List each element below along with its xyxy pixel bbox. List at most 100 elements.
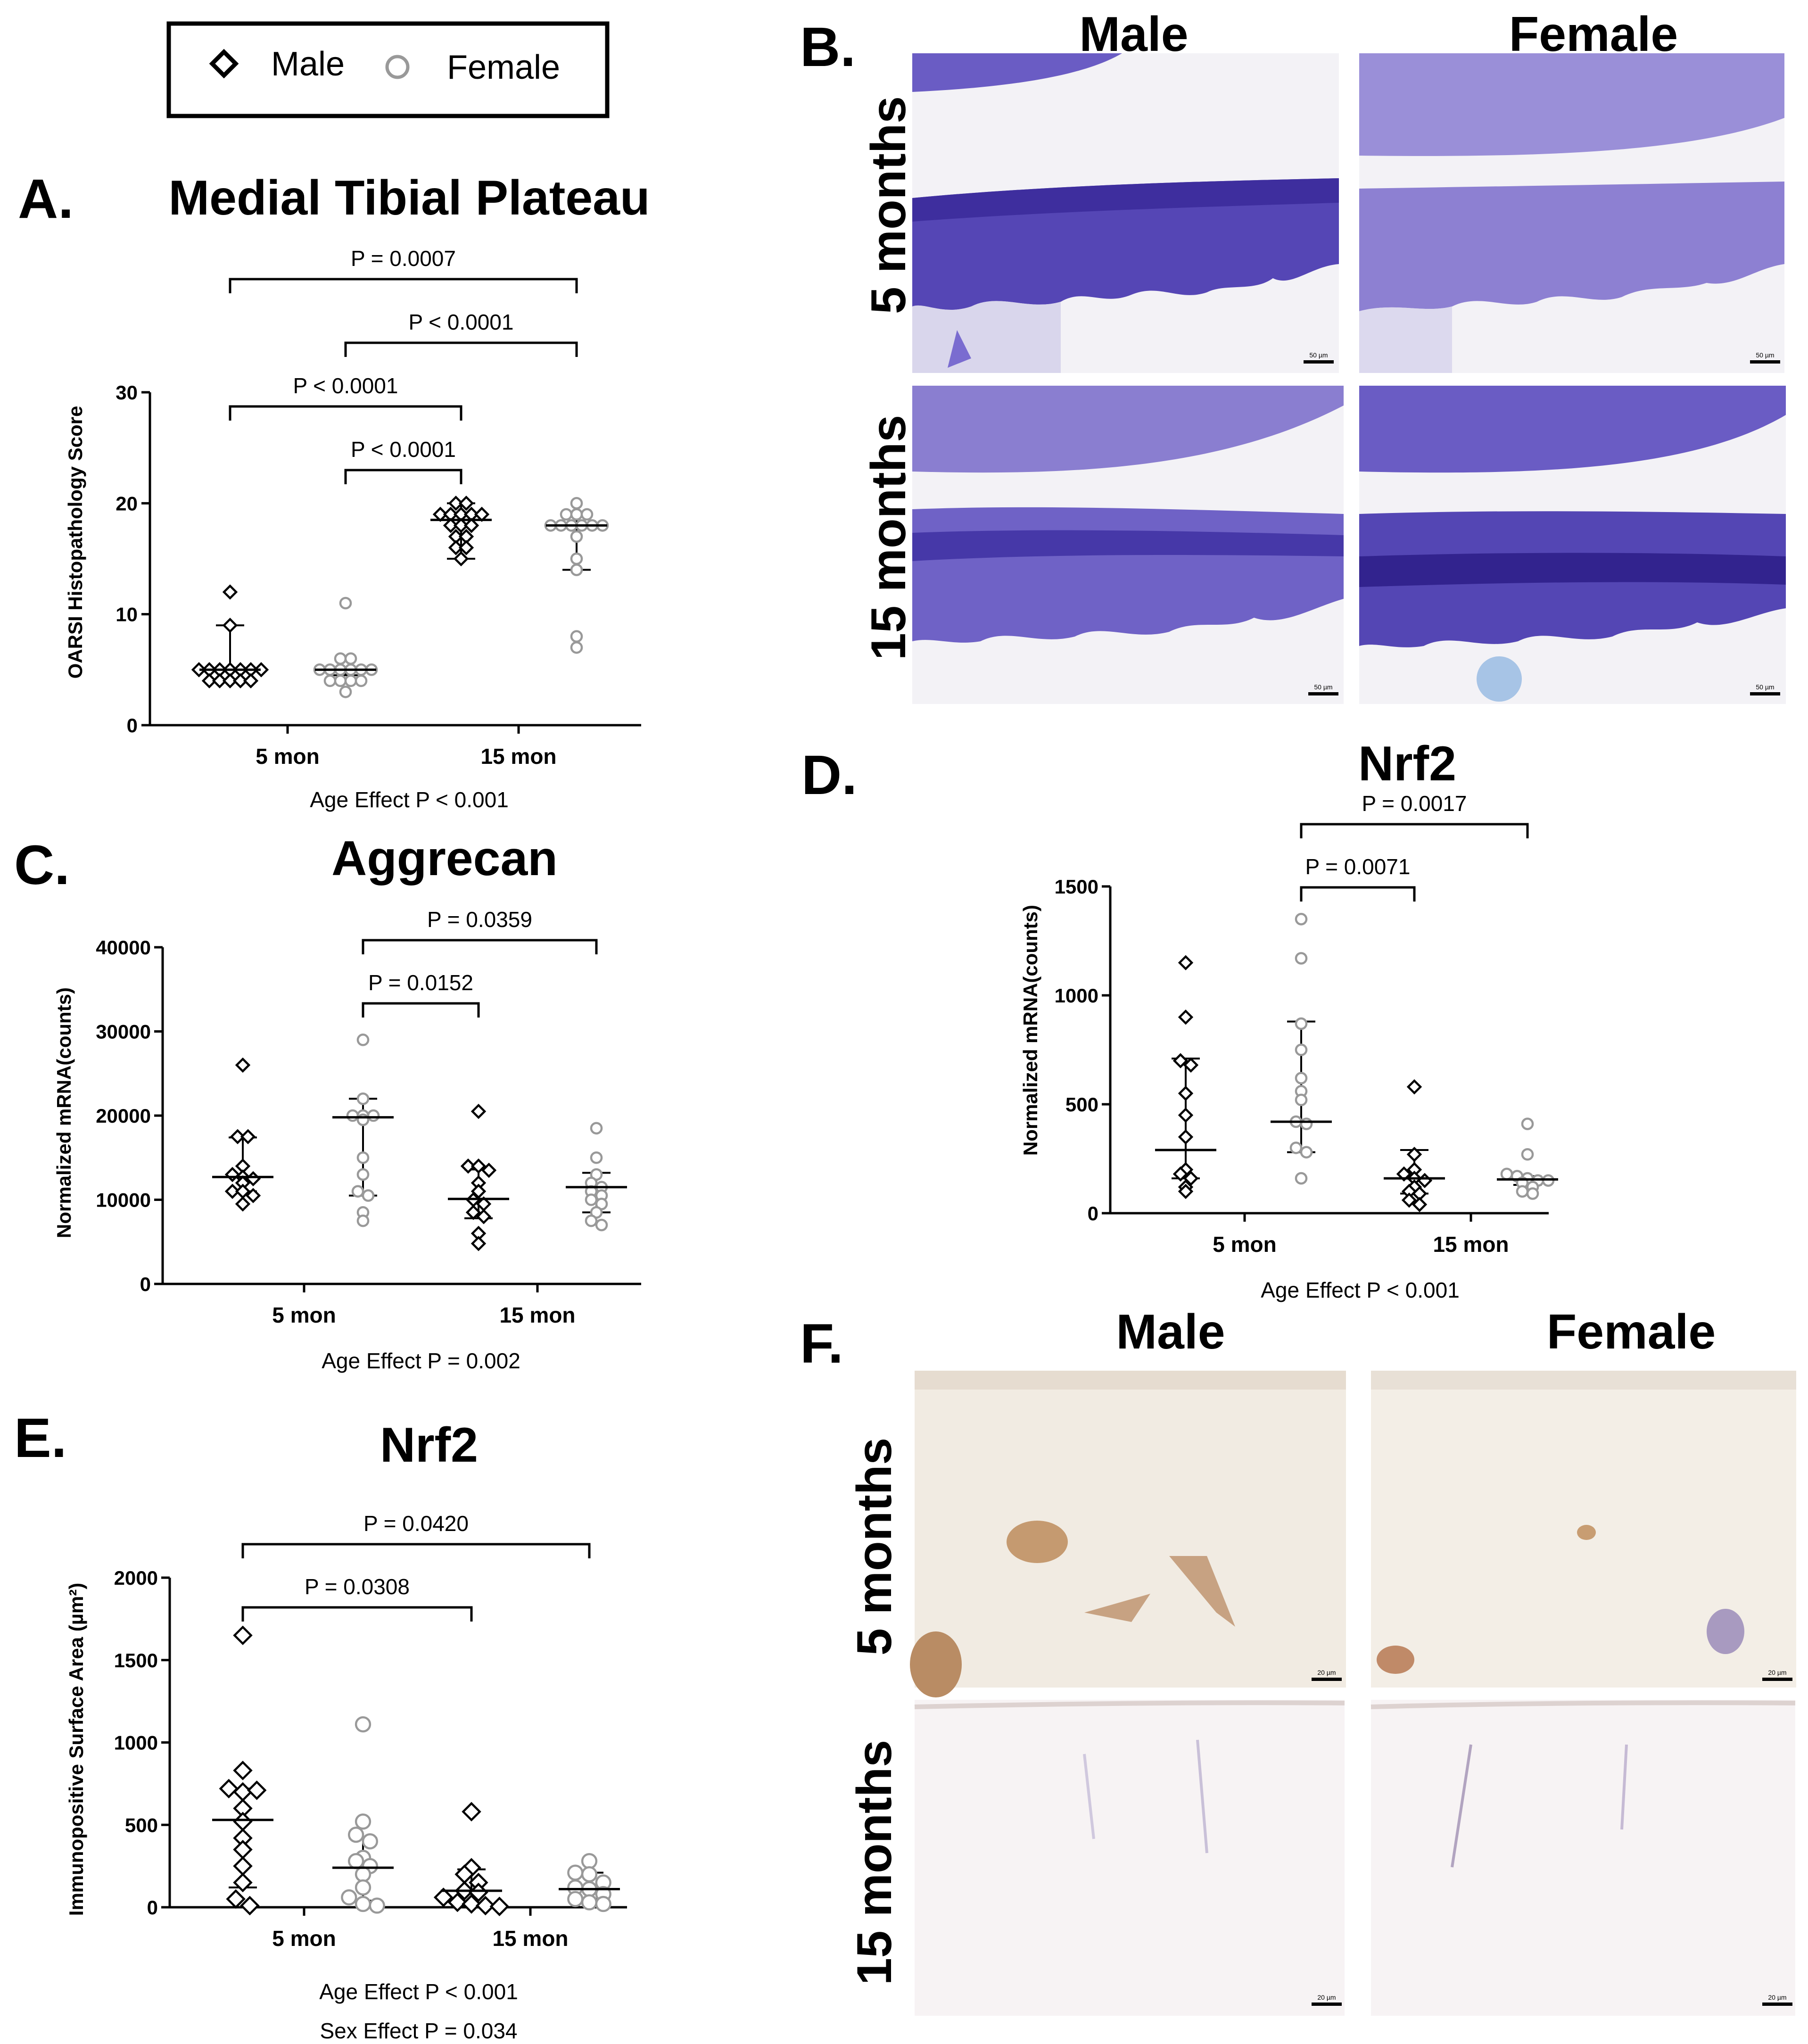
- male-point: [1417, 1173, 1433, 1188]
- significance-bracket: [229, 278, 578, 293]
- p-value-label: P = 0.0420: [363, 1511, 469, 1536]
- male-point: [233, 1782, 253, 1802]
- female-point: [347, 1853, 364, 1870]
- significance-bracket: [241, 1543, 591, 1558]
- p-value-label: P = 0.0308: [305, 1574, 410, 1599]
- female-point: [369, 1897, 385, 1914]
- male-point: [1406, 1079, 1422, 1095]
- male-point: [462, 1894, 481, 1914]
- female-point: [346, 1109, 359, 1122]
- legend: Male Female: [166, 21, 610, 118]
- female-point: [355, 1813, 372, 1830]
- female-point: [1295, 913, 1308, 926]
- p-value-label: P = 0.0007: [351, 246, 456, 271]
- female-point: [341, 1889, 357, 1906]
- p-value-label: P = 0.0017: [1362, 791, 1467, 816]
- male-point: [1183, 1170, 1199, 1186]
- female-circle-icon: [385, 55, 410, 79]
- male-point: [443, 518, 459, 533]
- female-point: [1516, 1185, 1529, 1198]
- male-point: [226, 1889, 246, 1909]
- chart-a-effect: Age Effect P < 0.001: [310, 787, 509, 812]
- male-point: [1412, 1197, 1428, 1212]
- chart-c-title: Aggrecan: [331, 831, 558, 886]
- histology-image-5mo-female: 50 µm: [1359, 53, 1784, 373]
- male-point: [222, 584, 238, 600]
- female-point: [355, 1866, 372, 1883]
- male-point: [191, 662, 207, 678]
- male-point: [1172, 1053, 1189, 1068]
- panel-b-col-male: Male: [1079, 7, 1188, 62]
- female-point: [1295, 952, 1308, 965]
- y-tick-label: 1000: [114, 1732, 158, 1754]
- ihc-image-5mo-male: 20 µm: [910, 1371, 1346, 1697]
- female-point: [581, 1853, 598, 1870]
- female-point: [567, 1864, 584, 1881]
- ihc-image-5mo-female: 20 µm: [1371, 1371, 1796, 1688]
- female-point: [595, 1218, 608, 1232]
- male-point: [471, 1103, 487, 1119]
- x-tick-label: 5 mon: [1213, 1232, 1276, 1257]
- female-point: [1300, 1117, 1313, 1130]
- male-point: [453, 518, 469, 533]
- y-tick-label: 10: [116, 604, 138, 626]
- p-value-label: P = 0.0359: [427, 907, 532, 932]
- panel-b-col-female: Female: [1509, 7, 1678, 62]
- x-tick-label: 15 mon: [1433, 1232, 1509, 1257]
- female-point: [1289, 1142, 1303, 1154]
- y-tick-label: 1500: [114, 1649, 158, 1672]
- chart-a-plot: 0 10 20 30 5 mon 15 mon P = 0.0007 P < 0.0001 P …: [116, 246, 641, 769]
- female-point: [356, 1168, 370, 1181]
- male-point: [235, 1057, 251, 1073]
- male-point: [1178, 1107, 1194, 1123]
- y-tick-label: 2000: [114, 1567, 158, 1589]
- male-point: [233, 1761, 253, 1780]
- male-point: [471, 1236, 487, 1251]
- female-point: [581, 1866, 598, 1883]
- male-point: [1178, 1010, 1194, 1025]
- chart-a: A. Medial Tibial Plateau 0 10 20 30 5 mon 15 …: [18, 168, 650, 812]
- female-point: [334, 652, 347, 665]
- male-point: [224, 1167, 240, 1183]
- chart-c-ylabel: Normalized mRNA(counts): [53, 987, 75, 1238]
- male-point: [1178, 1085, 1194, 1101]
- male-point: [240, 1895, 260, 1916]
- male-point: [463, 518, 479, 533]
- male-point: [232, 673, 248, 689]
- female-point: [356, 1034, 370, 1046]
- female-point: [1300, 1146, 1313, 1159]
- panel-b-row-15: 15 months: [861, 415, 916, 660]
- chart-a-title: Medial Tibial Plateau: [168, 171, 650, 225]
- female-point: [355, 1716, 372, 1733]
- p-value-label: P = 0.0152: [368, 970, 473, 995]
- x-tick-label: 15 mon: [499, 1303, 575, 1327]
- y-tick-label: 30000: [96, 1021, 151, 1043]
- chart-e-ylabel: Immunopositive Surface Area (µm²): [65, 1583, 87, 1916]
- female-point: [1295, 1172, 1308, 1185]
- male-diamond-icon: [209, 49, 239, 79]
- panel-f-row-15: 15 months: [847, 1740, 902, 1985]
- scalebar-label: 20 µm: [1317, 1669, 1336, 1676]
- legend-box: [166, 21, 610, 118]
- y-tick-label: 1500: [1055, 876, 1098, 898]
- female-point: [1295, 1072, 1308, 1084]
- male-point: [235, 1196, 251, 1212]
- male-point: [240, 1129, 256, 1144]
- female-point: [355, 674, 368, 687]
- male-point: [1178, 1129, 1194, 1145]
- chart-d-plot: 0 500 1000 1500 5 mon 15 mon P = 0.0017 P = 0.0…: [1055, 791, 1558, 1257]
- male-point: [447, 1892, 468, 1912]
- female-point: [585, 1214, 598, 1227]
- male-point: [247, 1780, 267, 1800]
- male-point: [476, 1209, 492, 1225]
- male-point: [475, 1895, 495, 1916]
- male-point: [245, 1188, 261, 1203]
- female-point: [351, 1185, 364, 1198]
- female-point: [334, 674, 347, 687]
- female-point: [570, 552, 583, 565]
- female-point: [347, 1827, 364, 1843]
- female-point: [344, 674, 357, 687]
- male-point: [233, 1839, 253, 1860]
- female-point: [356, 1151, 370, 1164]
- male-point: [201, 673, 217, 689]
